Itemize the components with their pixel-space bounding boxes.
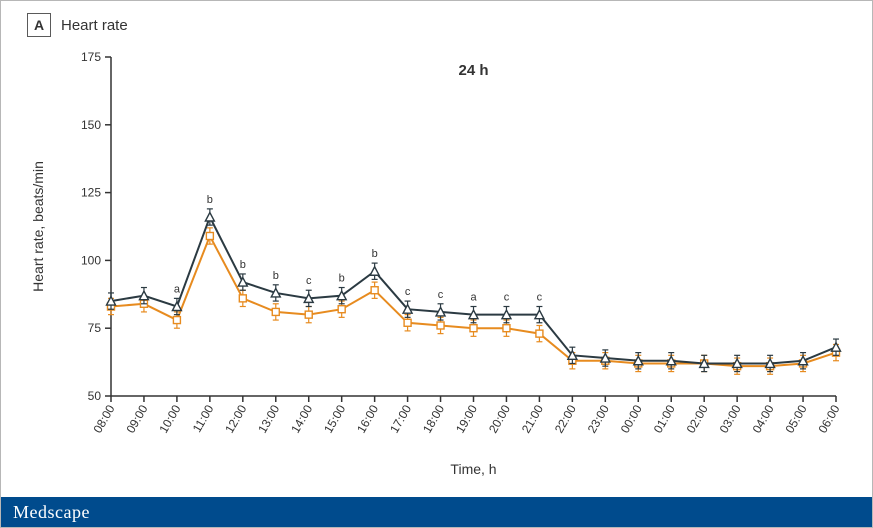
svg-text:15:00: 15:00 [321, 402, 348, 435]
svg-text:Heart rate, beats/min: Heart rate, beats/min [30, 161, 46, 292]
svg-text:01:00: 01:00 [651, 402, 678, 435]
svg-text:17:00: 17:00 [387, 402, 414, 435]
svg-text:175: 175 [81, 50, 101, 64]
svg-text:10:00: 10:00 [156, 402, 183, 435]
svg-text:b: b [207, 194, 213, 206]
svg-text:18:00: 18:00 [420, 402, 447, 435]
svg-text:04:00: 04:00 [750, 402, 777, 435]
panel-letter: A [27, 13, 51, 37]
brand-label: Medscape [13, 502, 90, 523]
svg-text:08:00: 08:00 [90, 402, 117, 435]
svg-text:50: 50 [88, 389, 102, 403]
svg-text:13:00: 13:00 [255, 402, 282, 435]
svg-text:a: a [470, 292, 477, 304]
svg-text:16:00: 16:00 [354, 402, 381, 435]
svg-text:03:00: 03:00 [717, 402, 744, 435]
svg-text:02:00: 02:00 [684, 402, 711, 435]
panel-title: Heart rate [61, 17, 128, 34]
chart-area: A Heart rate 507510012515017508:0009:001… [1, 1, 872, 497]
svg-text:14:00: 14:00 [288, 402, 315, 435]
svg-text:b: b [372, 248, 378, 260]
svg-text:c: c [405, 286, 411, 298]
svg-text:21:00: 21:00 [519, 402, 546, 435]
footer-bar: Medscape [1, 497, 872, 527]
svg-text:11:00: 11:00 [190, 402, 217, 435]
svg-text:150: 150 [81, 118, 101, 132]
svg-text:b: b [240, 259, 246, 271]
svg-text:12:00: 12:00 [222, 402, 249, 435]
svg-text:c: c [306, 275, 312, 287]
svg-text:a: a [174, 283, 181, 295]
svg-text:23:00: 23:00 [585, 402, 612, 435]
svg-text:b: b [273, 270, 279, 282]
svg-text:125: 125 [81, 186, 101, 200]
panel-label: A Heart rate [27, 13, 128, 37]
svg-text:b: b [339, 273, 345, 285]
svg-text:06:00: 06:00 [815, 402, 842, 435]
svg-text:24 h: 24 h [458, 62, 488, 79]
svg-text:00:00: 00:00 [618, 402, 645, 435]
svg-text:Time, h: Time, h [450, 461, 496, 477]
svg-text:c: c [537, 292, 543, 304]
svg-text:c: c [504, 292, 510, 304]
svg-text:19:00: 19:00 [453, 402, 480, 435]
svg-text:05:00: 05:00 [783, 402, 810, 435]
svg-text:75: 75 [88, 321, 102, 335]
svg-text:22:00: 22:00 [552, 402, 579, 435]
svg-text:09:00: 09:00 [123, 402, 150, 435]
heart-rate-chart: 50 75 100 125 150 175 08:0009:0010:00 11:0012:0… [1, 1, 872, 497]
svg-text:100: 100 [81, 253, 101, 267]
svg-text:20:00: 20:00 [486, 402, 513, 435]
figure-container: A Heart rate 507510012515017508:0009:001… [0, 0, 873, 528]
svg-text:c: c [438, 289, 444, 301]
